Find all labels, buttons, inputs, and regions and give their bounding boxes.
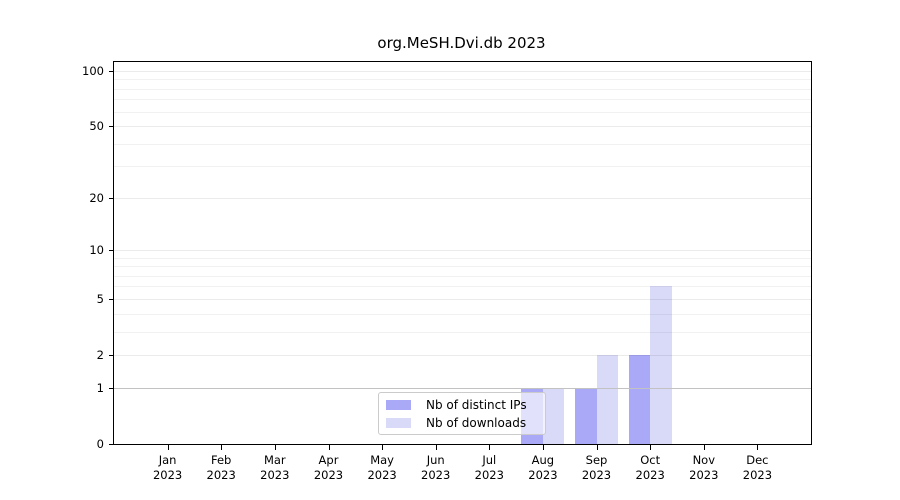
x-tick-month: Apr [318,453,339,467]
gridline [114,313,811,315]
x-tick-mark [221,445,223,450]
y-tick-label: 10 [89,242,104,257]
x-tick-mark [328,445,330,450]
gridline [114,266,811,268]
x-tick-month: Aug [531,453,555,467]
legend-swatch [386,417,411,428]
y-tick-label: 0 [96,436,104,451]
x-tick-year: 2023 [635,468,665,482]
gridline [114,166,811,168]
y-tick-mark [109,354,114,356]
y-tick-mark [109,443,114,445]
x-tick-label: Jan 2023 [136,453,200,483]
y-tick-label: 2 [96,347,104,362]
x-tick-month: Jun [426,453,445,467]
x-tick-label: Sep 2023 [565,453,629,483]
y-tick-label: 100 [82,63,104,78]
gridline [114,125,811,127]
x-tick-year: 2023 [152,468,183,482]
x-tick-label: Jun 2023 [404,453,468,483]
chart-title: org.MeSH.Dvi.db 2023 [377,34,546,52]
bar-distinct-ips [628,354,651,444]
x-tick-mark [167,445,169,450]
legend-row: Nb of distinct IPs [386,398,545,412]
gridline [114,298,811,300]
y-tick-mark [109,197,114,199]
gridline [114,354,811,356]
y-tick-mark [109,249,114,251]
gridline [114,111,811,113]
bar-downloads [542,387,565,444]
gridline [114,143,811,145]
x-tick-month: Mar [263,453,286,467]
y-tick-label: 1 [96,380,104,395]
gridline [114,257,811,259]
x-tick-month: Jan [158,453,177,467]
x-tick-month: Nov [692,453,716,467]
gridline [114,331,811,333]
legend-row: Nb of downloads [386,416,545,430]
y-tick-mark [109,298,114,300]
bar-downloads [650,286,672,444]
legend-label: Nb of distinct IPs [426,397,527,412]
x-tick-month: Feb [211,453,232,467]
x-tick-mark [489,445,491,450]
legend: Nb of distinct IPs Nb of downloads [378,392,546,435]
x-tick-mark [542,445,544,450]
y-tick-mark [109,70,114,72]
x-tick-year: 2023 [206,468,236,482]
bar-downloads [596,354,618,444]
x-tick-year: 2023 [313,468,344,482]
x-tick-mark [596,445,598,450]
gridline [114,286,811,288]
x-tick-month: Jul [482,453,497,467]
bar-distinct-ips [575,387,597,444]
x-tick-month: Oct [640,453,661,467]
y-tick-mark [109,125,114,127]
x-tick-month: May [370,453,394,467]
gridline [114,70,811,72]
y-tick-mark [109,387,114,389]
x-tick-label: Dec 2023 [725,453,789,483]
y-tick-label: 20 [89,190,104,205]
gridline [114,88,811,90]
gridline [114,387,811,389]
x-tick-year: 2023 [528,468,558,482]
x-tick-year: 2023 [367,468,397,482]
x-tick-year: 2023 [474,468,504,482]
x-tick-year: 2023 [689,468,719,482]
gridline [114,197,811,199]
x-tick-year: 2023 [742,468,773,482]
x-tick-mark [703,445,705,450]
y-tick-label: 50 [89,118,104,133]
x-tick-label: Jul 2023 [457,453,521,483]
gridline [114,99,811,101]
gridline [114,275,811,277]
x-tick-mark [757,445,759,450]
x-tick-year: 2023 [421,468,451,482]
x-tick-label: Apr 2023 [297,453,361,483]
legend-swatch [386,399,411,410]
x-tick-label: May 2023 [350,453,414,483]
x-tick-mark [650,445,652,450]
x-tick-mark [435,445,437,450]
x-tick-mark [382,445,384,450]
y-tick-label: 5 [96,291,104,306]
x-tick-label: Oct 2023 [618,453,682,483]
x-tick-label: Aug 2023 [511,453,575,483]
x-tick-label: Nov 2023 [672,453,736,483]
x-tick-month: Dec [746,453,769,467]
gridline [114,79,811,81]
plot-area: Nb of distinct IPs Nb of downloads 0 1 2 5 10… [82,61,812,482]
gridline [114,249,811,251]
x-tick-label: Feb 2023 [189,453,253,483]
x-tick-label: Mar 2023 [243,453,307,483]
legend-label: Nb of downloads [426,415,527,430]
x-tick-year: 2023 [260,468,290,482]
x-tick-mark [274,445,276,450]
x-tick-year: 2023 [581,468,612,482]
x-tick-month: Sep [585,453,608,467]
